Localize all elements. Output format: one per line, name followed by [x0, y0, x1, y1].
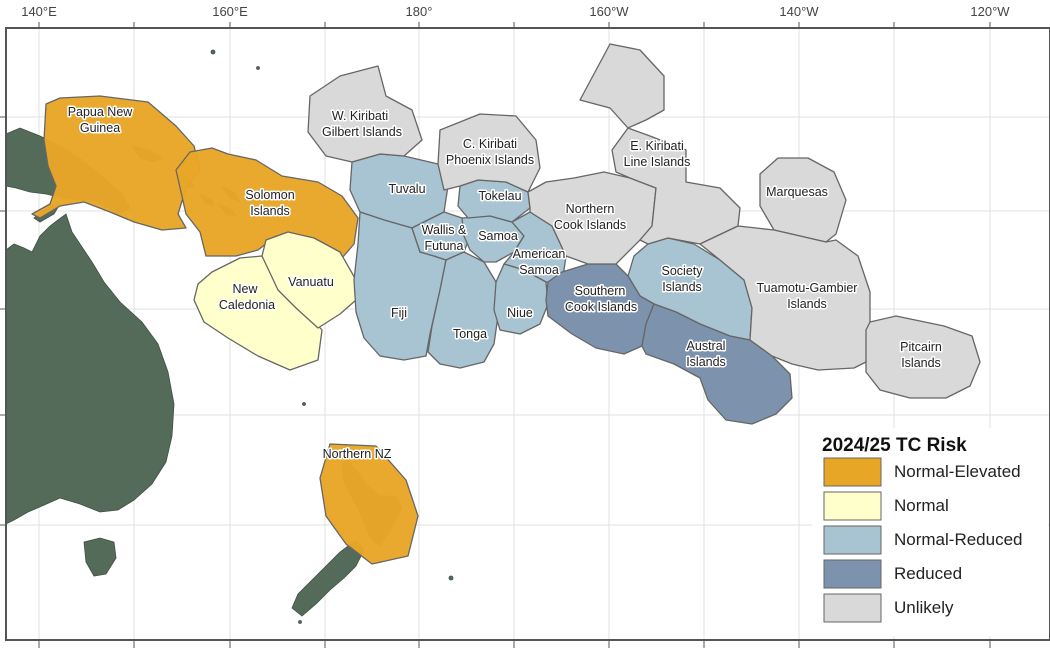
label-wallis-1: Wallis &	[422, 223, 467, 237]
region-solomon-islands	[175, 147, 359, 259]
legend: 2024/25 TC Risk Normal-Elevated Normal N…	[812, 428, 1048, 636]
nz-south-island	[291, 539, 365, 617]
tasmania-landmass	[83, 537, 117, 577]
label-e-kiribati-2: Line Islands	[624, 155, 691, 169]
lon-label-120w: 120°W	[970, 4, 1010, 19]
islet	[302, 402, 306, 406]
legend-swatch-normal-reduced	[823, 525, 882, 555]
risk-regions	[31, 43, 981, 565]
label-society-1: Society	[662, 264, 704, 278]
label-png-1: Papua New	[68, 105, 134, 119]
label-northern-nz: Northern NZ	[323, 447, 392, 461]
label-northern-cook-1: Northern	[566, 202, 615, 216]
label-new-caledonia-2: Caledonia	[219, 298, 275, 312]
label-marquesas: Marquesas	[766, 185, 828, 199]
label-vanuatu: Vanuatu	[288, 275, 334, 289]
label-w-kiribati-2: Gilbert Islands	[322, 125, 402, 139]
map-frame	[5, 27, 1050, 641]
label-austral-2: Islands	[686, 355, 726, 369]
legend-swatch-normal-elevated	[823, 457, 882, 487]
legend-label-reduced: Reduced	[894, 564, 962, 583]
label-samoa: Samoa	[478, 229, 518, 243]
region-northern-nz	[319, 443, 419, 565]
islet	[210, 49, 216, 55]
legend-title: 2024/25 TC Risk	[822, 435, 967, 456]
legend-swatch-reduced	[823, 559, 882, 589]
lon-label-160w: 160°W	[589, 4, 629, 19]
label-tonga: Tonga	[453, 327, 487, 341]
label-new-caledonia-1: New	[232, 282, 258, 296]
label-tuvalu: Tuvalu	[388, 182, 425, 196]
label-solomon-2: Islands	[250, 204, 290, 218]
islet	[448, 575, 454, 581]
region-c-kiribati	[437, 113, 541, 193]
label-austral-1: Austral	[687, 339, 726, 353]
label-pitcairn-1: Pitcairn	[900, 340, 942, 354]
lon-label-160e: 160°E	[212, 4, 248, 19]
legend-label-normal: Normal	[894, 496, 949, 515]
longitude-labels: 140°E 160°E 180° 160°W 140°W 120°W	[21, 4, 1010, 19]
legend-label-normal-elevated: Normal-Elevated	[894, 462, 1021, 481]
label-tuamotu-1: Tuamotu-Gambier	[757, 281, 858, 295]
label-w-kiribati-1: W. Kiribati	[332, 109, 388, 123]
label-fiji: Fiji	[391, 306, 407, 320]
label-tokelau: Tokelau	[478, 189, 521, 203]
label-c-kiribati-1: C. Kiribati	[463, 137, 517, 151]
label-c-kiribati-2: Phoenix Islands	[446, 153, 534, 167]
region-labels: Papua New Guinea Solomon Islands Vanuatu…	[66, 104, 943, 463]
legend-swatch-normal	[823, 491, 882, 521]
lon-label-140e: 140°E	[21, 4, 57, 19]
label-american-samoa-2: Samoa	[519, 263, 559, 277]
lon-label-180: 180°	[406, 4, 433, 19]
label-southern-cook-2: Cook Islands	[565, 300, 637, 314]
lon-label-140w: 140°W	[779, 4, 819, 19]
region-marquesas	[759, 157, 847, 243]
frame-ticks	[0, 22, 991, 648]
label-tuamotu-2: Islands	[787, 297, 827, 311]
region-niue	[493, 263, 549, 335]
label-southern-cook-1: Southern	[575, 284, 626, 298]
label-pitcairn-2: Islands	[901, 356, 941, 370]
label-e-kiribati-1: E. Kiribati	[630, 139, 684, 153]
islet	[256, 66, 260, 70]
australia-landmass	[5, 213, 175, 525]
region-papua-new-guinea	[31, 95, 201, 231]
region-pitcairn-islands	[865, 315, 981, 399]
region-w-kiribati	[307, 65, 423, 163]
region-northern-cook-islands	[527, 171, 657, 265]
legend-swatch-unlikely	[823, 593, 882, 623]
label-png-2: Guinea	[80, 121, 120, 135]
label-society-2: Islands	[662, 280, 702, 294]
label-solomon-1: Solomon	[245, 188, 294, 202]
legend-label-unlikely: Unlikely	[894, 598, 954, 617]
region-austral-islands	[641, 303, 793, 425]
label-niue: Niue	[507, 306, 533, 320]
islet	[298, 620, 302, 624]
label-american-samoa-1: American	[513, 247, 566, 261]
label-wallis-2: Futuna	[425, 239, 464, 253]
label-northern-cook-2: Cook Islands	[554, 218, 626, 232]
legend-label-normal-reduced: Normal-Reduced	[894, 530, 1023, 549]
